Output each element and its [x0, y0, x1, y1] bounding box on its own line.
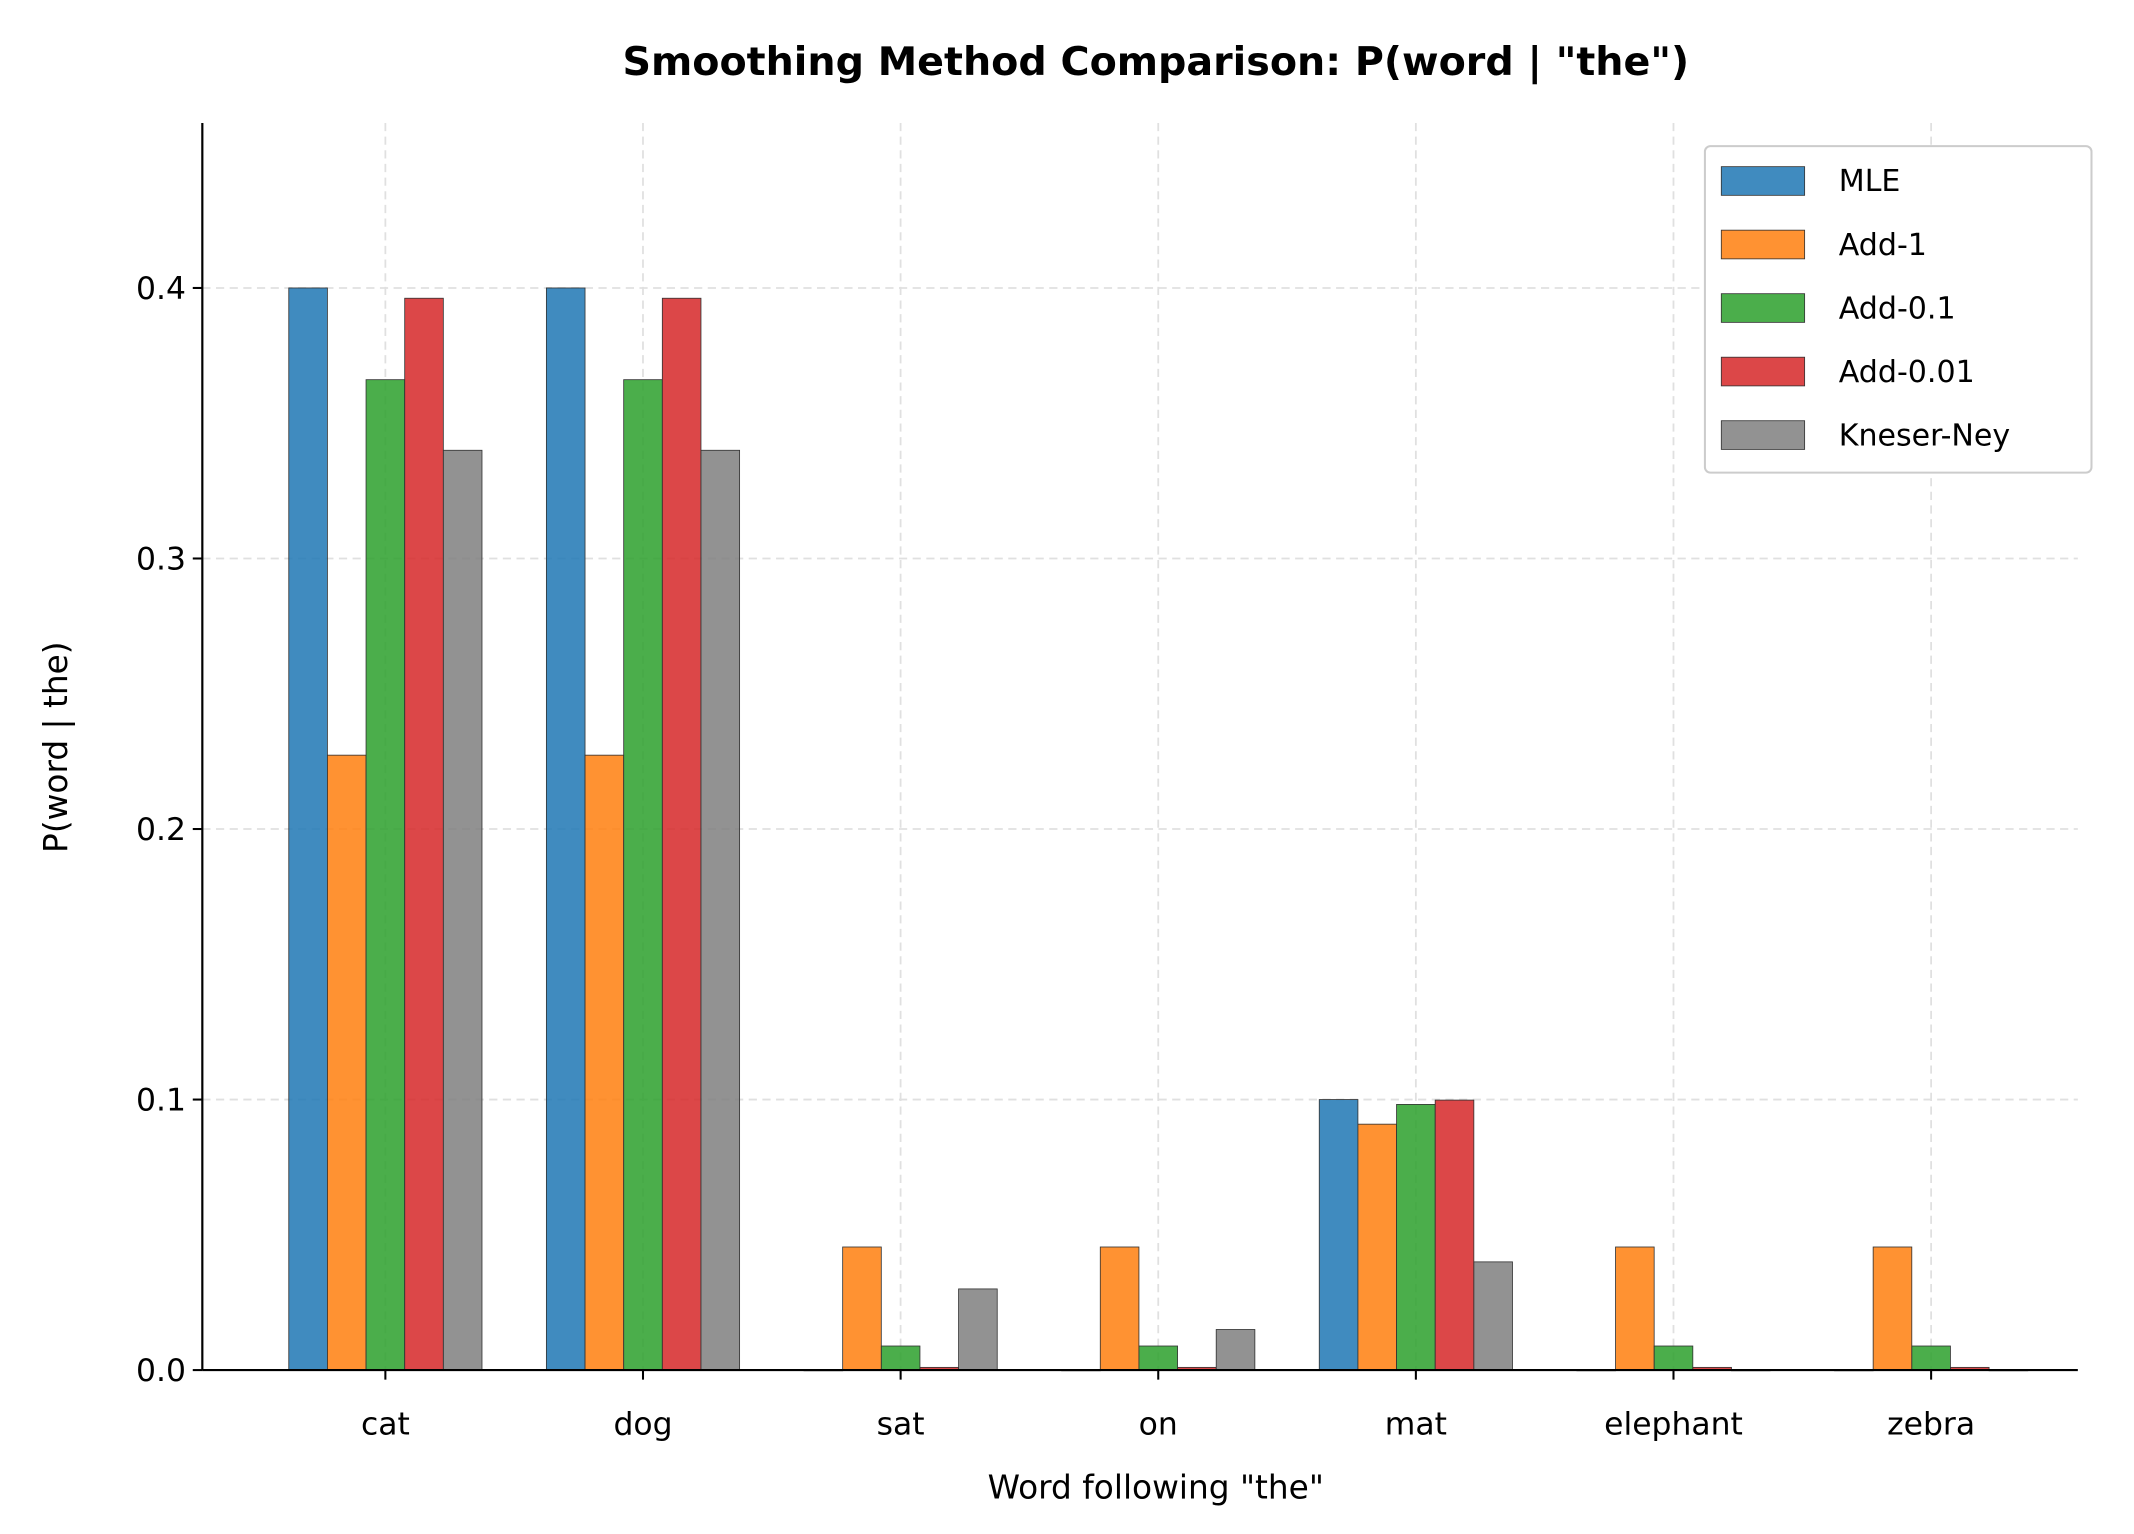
legend-swatch: [1720, 356, 1806, 387]
x-tick-label: mat: [1385, 1406, 1447, 1442]
legend-swatch: [1720, 420, 1806, 450]
bar-add-0-01: [1434, 1099, 1475, 1371]
legend-swatch: [1720, 166, 1806, 196]
bar-add-1: [584, 754, 625, 1371]
x-tick-label: on: [1139, 1406, 1178, 1442]
y-tick-label: 0.1: [136, 1082, 186, 1118]
y-tick-label: 0.3: [136, 541, 186, 577]
legend-label: MLE: [1839, 164, 1901, 199]
chart-title: Smoothing Method Comparison: P(word | "t…: [622, 39, 1689, 85]
bars: [288, 287, 2029, 1372]
ticks: 0.0 0.1 0.2 0.3 0.4 cat dog sat on mat elephant zeb…: [136, 271, 1975, 1442]
bar-add-1: [1099, 1246, 1140, 1371]
bar-kneser-ney: [958, 1288, 998, 1371]
bar-kneser-ney: [1215, 1329, 1256, 1371]
bar-mle: [1318, 1099, 1359, 1371]
bar-add-0-1: [1396, 1104, 1436, 1371]
bar-add-1: [1872, 1246, 1913, 1371]
bar-add-1: [1615, 1246, 1655, 1371]
bar-add-0-1: [1138, 1345, 1178, 1371]
x-tick-label: zebra: [1887, 1406, 1975, 1442]
axes: [201, 122, 2078, 1372]
bar-add-0-1: [365, 379, 406, 1371]
bar-add-0-1: [1653, 1345, 1694, 1371]
legend: MLE Add-1 Add-0.1 Add-0.01 Kneser-Ney: [1703, 145, 2093, 474]
bar-add-1: [1357, 1123, 1397, 1371]
bar-kneser-ney: [700, 449, 741, 1371]
x-axis-label: Word following "the": [988, 1468, 1324, 1506]
x-tick-label: elephant: [1604, 1406, 1743, 1442]
bar-mle: [288, 287, 328, 1371]
bar-add-0-01: [404, 297, 444, 1371]
legend-label: Add-1: [1839, 228, 1927, 263]
x-tick-label: cat: [361, 1406, 410, 1442]
x-tick-label: dog: [613, 1406, 672, 1442]
bar-add-0-1: [1911, 1345, 1951, 1371]
y-tick-label: 0.0: [136, 1353, 186, 1389]
legend-swatch: [1720, 229, 1806, 260]
legend-label: Kneser-Ney: [1839, 418, 2010, 453]
y-tick-label: 0.4: [136, 271, 186, 307]
bar-add-1: [326, 754, 367, 1371]
legend-swatch: [1720, 293, 1806, 323]
legend-label: Add-0.01: [1839, 355, 1975, 390]
legend-label: Add-0.1: [1839, 291, 1956, 326]
y-tick-label: 0.2: [136, 812, 186, 848]
bar-kneser-ney: [1473, 1261, 1513, 1371]
bar-mle: [545, 287, 586, 1371]
bar-add-0-1: [623, 379, 663, 1371]
bar-add-0-1: [880, 1345, 921, 1371]
bar-add-0-01: [661, 297, 702, 1371]
legend-frame: [1703, 145, 2093, 474]
y-axis-label: P(word | the): [37, 641, 75, 853]
bar-kneser-ney: [442, 449, 483, 1371]
bar-add-1: [842, 1246, 882, 1371]
x-tick-label: sat: [877, 1406, 925, 1442]
